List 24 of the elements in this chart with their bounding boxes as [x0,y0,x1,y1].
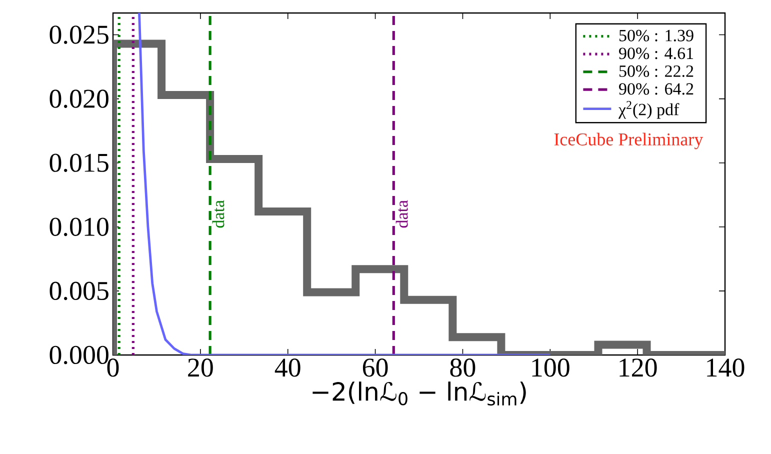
x-tick-label: 120 [620,358,657,377]
y-tick-label: 0.005 [50,282,108,300]
legend-label: 90% : 64.2 [619,83,694,95]
x-axis-title: −2(lnℒ$_{0}$ − lnℒ$_{sim}$) [312,382,526,406]
y-tick-label: 0.000 [50,346,108,364]
annotation: data [396,200,408,228]
y-tick-label: 0.010 [50,218,108,236]
x-tick-label: 80 [450,358,476,377]
legend-label: 50% : 22.2 [619,65,694,77]
y-tick-label: 0.020 [50,90,108,108]
legend-label: 90% : 4.61 [619,48,694,60]
x-tick-label: 140 [707,358,744,377]
x-tick-label: 100 [532,358,570,377]
x-tick-label: 0 [107,358,119,377]
x-tick-label: 20 [188,358,213,377]
annotation: data [212,200,224,228]
y-tick-label: 0.015 [50,154,108,172]
line-series [138,12,552,355]
legend-label: χ$^{2}$(2) pdf [618,100,680,119]
x-tick-label: 60 [362,358,388,377]
y-tick-label: 0.025 [50,26,108,44]
x-tick-label: 40 [274,358,300,377]
legend-label: 50% : 1.39 [619,30,694,42]
annotation: IceCube Preliminary [554,132,704,150]
